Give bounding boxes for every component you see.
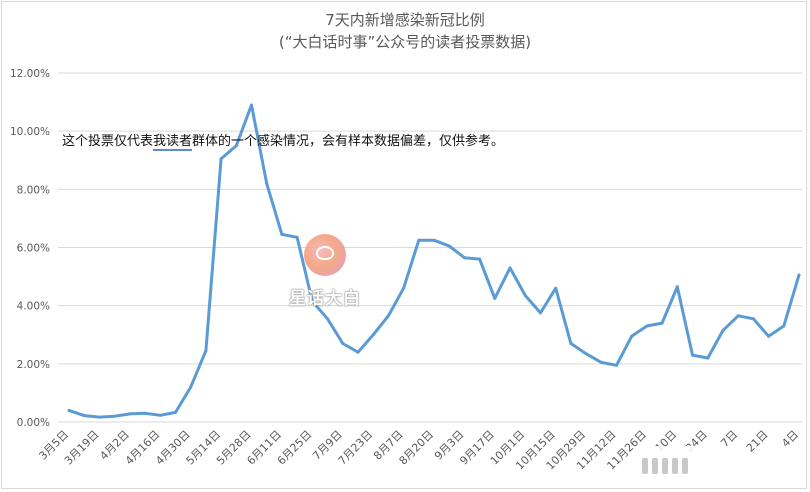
series-line [67, 103, 801, 419]
data-point [67, 408, 71, 412]
data-point [767, 334, 771, 338]
rabbit-logo-icon [304, 234, 346, 276]
data-point [356, 350, 360, 354]
data-point [386, 314, 390, 318]
x-tick-label: 3月19日 [62, 428, 102, 468]
data-point [250, 103, 253, 107]
data-point [265, 182, 269, 185]
data-point [204, 349, 208, 353]
data-point [82, 414, 86, 418]
data-point [371, 333, 375, 337]
data-point [751, 317, 755, 321]
y-axis-tick-labels: 0.00% 2.00% 4.00% 6.00% 8.00% 10.00% 12.00% [10, 68, 50, 429]
data-point [128, 412, 132, 416]
data-point [113, 414, 117, 418]
data-point [599, 360, 603, 364]
data-point [326, 317, 329, 321]
x-tick-label: 4日 [779, 428, 801, 450]
y-tick-label: 6.00% [17, 243, 50, 255]
annotation-text-after: 群体的一个感染情况，会有样本数据偏差，仅供参考。 [192, 134, 505, 149]
y-tick-label: 12.00% [10, 68, 50, 80]
data-point [615, 363, 618, 367]
watermark-corner-icon [636, 446, 726, 486]
data-point [478, 257, 482, 261]
annotation-note: 这个投票仅代表我读者群体的一个感染情况，会有样本数据偏差，仅供参考。 [62, 133, 504, 151]
data-point [493, 296, 497, 300]
data-point [554, 286, 558, 290]
annotation-text-before: 这个投票仅代表 [62, 134, 154, 149]
data-point [295, 235, 299, 239]
data-point [417, 238, 421, 242]
y-tick-label: 10.00% [10, 126, 50, 138]
data-point [706, 356, 710, 360]
data-point [569, 342, 573, 345]
data-point [539, 311, 542, 315]
data-point [432, 238, 436, 242]
data-point [447, 244, 451, 248]
watermark-logo: 星话大白 [284, 234, 366, 310]
data-point [523, 294, 527, 297]
data-point [645, 324, 649, 328]
data-point [402, 286, 406, 290]
y-tick-label: 4.00% [17, 301, 50, 313]
data-point [691, 353, 694, 357]
data-point [97, 415, 101, 419]
x-tick-label: 6月25日 [275, 428, 315, 468]
data-point [219, 157, 223, 161]
data-point [158, 413, 162, 417]
data-point [675, 285, 679, 289]
data-point [341, 342, 345, 345]
grid-layer [58, 72, 802, 423]
data-point [462, 256, 466, 260]
data-point [508, 266, 512, 270]
x-tick-label: 21日 [744, 428, 771, 455]
data-point [234, 144, 238, 148]
watermark-text: 星话大白 [289, 289, 361, 309]
x-tick-label: 7月23日 [336, 428, 376, 468]
series-layer [67, 103, 801, 419]
y-tick-label: 2.00% [17, 359, 50, 371]
y-tick-label: 8.00% [17, 184, 50, 196]
data-point [310, 299, 314, 303]
data-point [736, 314, 740, 318]
data-point [797, 273, 801, 277]
chart-subtitle: (“大白话时事”公众号的读者投票数据) [278, 33, 532, 51]
data-point [782, 324, 786, 328]
data-point [721, 328, 725, 332]
data-point [174, 410, 177, 414]
data-point [630, 334, 634, 338]
data-point [660, 321, 664, 325]
data-point [280, 232, 284, 236]
y-tick-label: 0.00% [17, 417, 50, 429]
annotation-text-underlined: 我读者 [153, 134, 193, 151]
data-point [189, 385, 193, 389]
chart-title: 7天内新增感染新冠比例 [325, 11, 485, 29]
data-point [143, 411, 147, 415]
data-point [584, 352, 588, 356]
